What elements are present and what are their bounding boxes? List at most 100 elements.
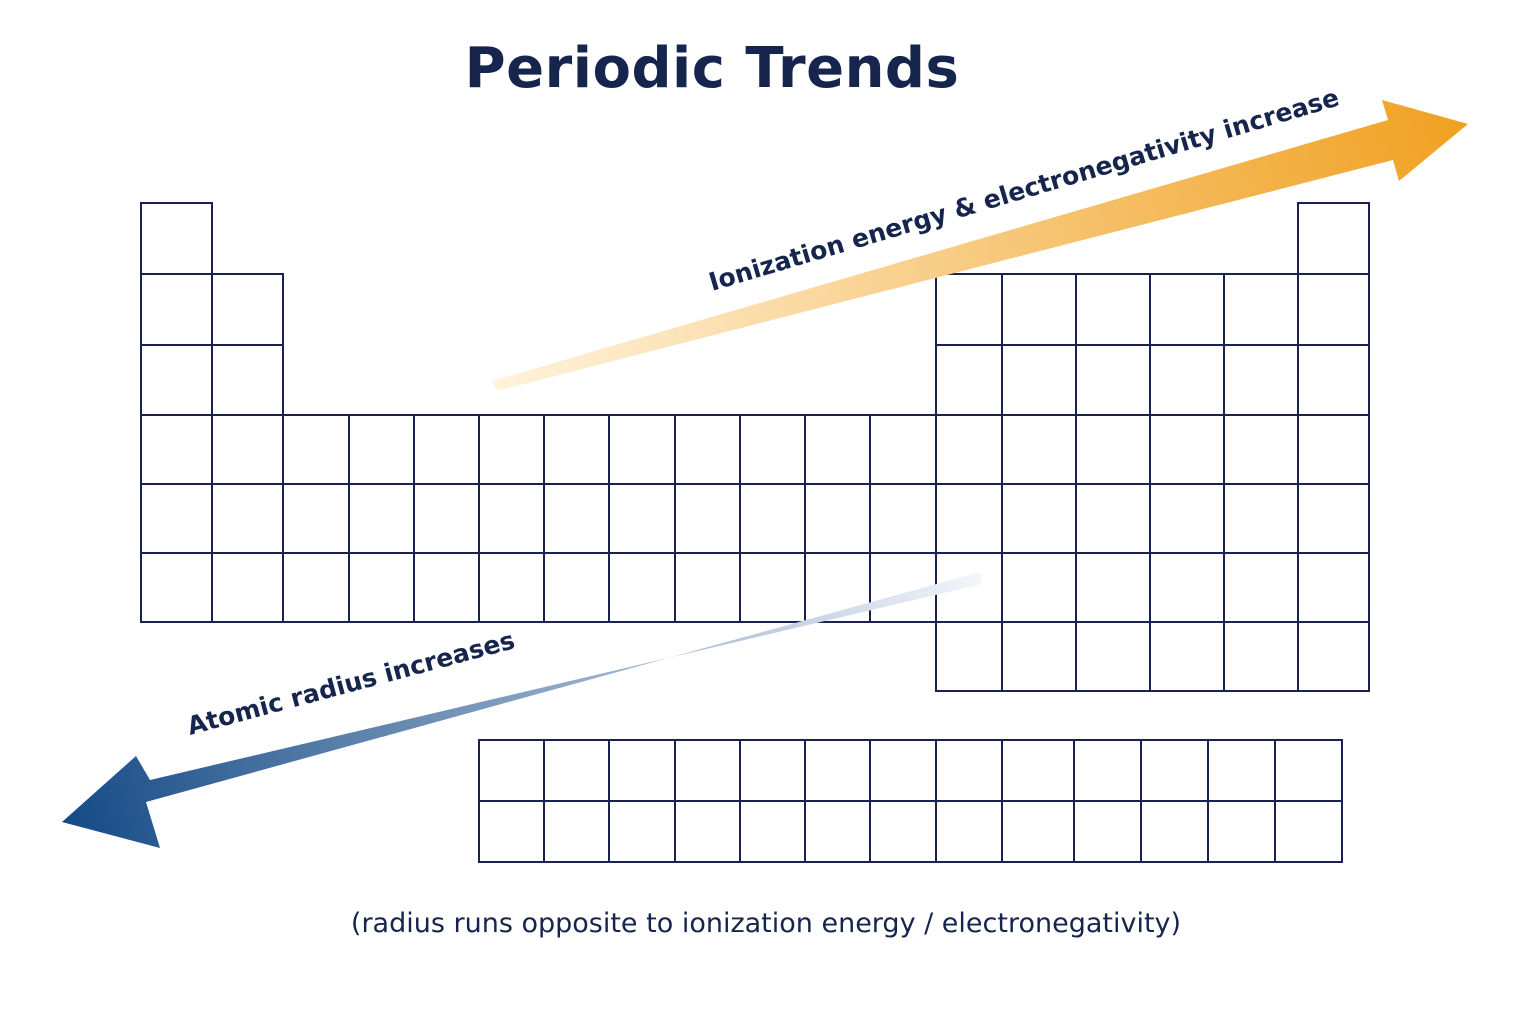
element-cell-p4-g2 (211, 414, 284, 485)
f-block-cell-r2-c6 (804, 800, 871, 863)
element-cell-p5-g4 (348, 483, 415, 554)
element-cell-p6-g9 (674, 552, 741, 623)
element-cell-p5-g1 (140, 483, 213, 554)
element-cell-p4-g18 (1297, 414, 1370, 485)
element-cell-p6-g8 (608, 552, 676, 623)
element-cell-p1-g18 (1297, 202, 1370, 275)
element-cell-p6-g17 (1223, 552, 1299, 623)
page-title: Periodic Trends (464, 36, 960, 101)
element-cell-p5-g5 (413, 483, 480, 554)
element-cell-p6-g5 (413, 552, 480, 623)
element-cell-p2-g16 (1149, 273, 1225, 346)
f-block-cell-r2-c4 (674, 800, 741, 863)
element-cell-p3-g14 (1001, 344, 1077, 416)
element-cell-p5-g8 (608, 483, 676, 554)
element-cell-p5-g11 (804, 483, 871, 554)
element-cell-p4-g6 (478, 414, 545, 485)
f-block-cell-r2-c7 (869, 800, 937, 863)
element-cell-p7-g13 (935, 621, 1003, 692)
element-cell-p6-g4 (348, 552, 415, 623)
element-cell-p4-g7 (543, 414, 610, 485)
element-cell-p7-g14 (1001, 621, 1077, 692)
element-cell-p6-g7 (543, 552, 610, 623)
element-cell-p6-g6 (478, 552, 545, 623)
element-cell-p2-g18 (1297, 273, 1370, 346)
element-cell-p6-g1 (140, 552, 213, 623)
element-cell-p4-g8 (608, 414, 676, 485)
element-cell-p2-g15 (1075, 273, 1151, 346)
element-cell-p4-g15 (1075, 414, 1151, 485)
ionization-trend-arrow (492, 100, 1468, 391)
element-cell-p5-g9 (674, 483, 741, 554)
element-cell-p3-g1 (140, 344, 213, 416)
element-cell-p3-g15 (1075, 344, 1151, 416)
element-cell-p5-g16 (1149, 483, 1225, 554)
element-cell-p5-g13 (935, 483, 1003, 554)
element-cell-p6-g3 (282, 552, 350, 623)
element-cell-p6-g15 (1075, 552, 1151, 623)
element-cell-p4-g14 (1001, 414, 1077, 485)
element-cell-p7-g15 (1075, 621, 1151, 692)
element-cell-p5-g2 (211, 483, 284, 554)
element-cell-p4-g16 (1149, 414, 1225, 485)
element-cell-p4-g10 (739, 414, 806, 485)
element-cell-p5-g6 (478, 483, 545, 554)
element-cell-p5-g3 (282, 483, 350, 554)
element-cell-p3-g16 (1149, 344, 1225, 416)
f-block-cell-r1-c5 (739, 739, 806, 802)
element-cell-p2-g1 (140, 273, 213, 346)
element-cell-p4-g3 (282, 414, 350, 485)
f-block-cell-r1-c1 (478, 739, 545, 802)
f-block-cell-r1-c9 (1001, 739, 1075, 802)
f-block-cell-r2-c12 (1207, 800, 1276, 863)
element-cell-p2-g17 (1223, 273, 1299, 346)
element-cell-p3-g13 (935, 344, 1003, 416)
radius-trend-label: Atomic radius increases (184, 625, 518, 740)
f-block-cell-r1-c13 (1274, 739, 1343, 802)
element-cell-p6-g18 (1297, 552, 1370, 623)
f-block-cell-r1-c6 (804, 739, 871, 802)
element-cell-p2-g13 (935, 273, 1003, 346)
f-block-cell-r2-c13 (1274, 800, 1343, 863)
element-cell-p6-g10 (739, 552, 806, 623)
element-cell-p5-g14 (1001, 483, 1077, 554)
element-cell-p4-g1 (140, 414, 213, 485)
element-cell-p7-g17 (1223, 621, 1299, 692)
element-cell-p4-g12 (869, 414, 937, 485)
element-cell-p5-g7 (543, 483, 610, 554)
element-cell-p5-g17 (1223, 483, 1299, 554)
element-cell-p4-g4 (348, 414, 415, 485)
element-cell-p5-g12 (869, 483, 937, 554)
element-cell-p1-g1 (140, 202, 213, 275)
f-block-cell-r2-c3 (608, 800, 676, 863)
element-cell-p3-g18 (1297, 344, 1370, 416)
f-block-cell-r2-c8 (935, 800, 1003, 863)
element-cell-p4-g5 (413, 414, 480, 485)
element-cell-p5-g18 (1297, 483, 1370, 554)
element-cell-p4-g11 (804, 414, 871, 485)
f-block-grid (478, 739, 1343, 863)
element-cell-p2-g2 (211, 273, 284, 346)
element-cell-p2-g14 (1001, 273, 1077, 346)
f-block-cell-r2-c5 (739, 800, 806, 863)
f-block-cell-r2-c2 (543, 800, 610, 863)
element-cell-p3-g17 (1223, 344, 1299, 416)
f-block-cell-r1-c12 (1207, 739, 1276, 802)
f-block-cell-r2-c1 (478, 800, 545, 863)
radius-trend-arrow (62, 572, 982, 848)
f-block-cell-r2-c9 (1001, 800, 1075, 863)
element-cell-p7-g18 (1297, 621, 1370, 692)
caption-note: (radius runs opposite to ionization ener… (350, 908, 1182, 939)
element-cell-p5-g10 (739, 483, 806, 554)
f-block-cell-r2-c11 (1140, 800, 1209, 863)
element-cell-p4-g9 (674, 414, 741, 485)
element-cell-p3-g2 (211, 344, 284, 416)
element-cell-p4-g17 (1223, 414, 1299, 485)
f-block-cell-r1-c11 (1140, 739, 1209, 802)
element-cell-p6-g14 (1001, 552, 1077, 623)
f-block-cell-r1-c10 (1073, 739, 1142, 802)
f-block-cell-r1-c4 (674, 739, 741, 802)
f-block-cell-r1-c2 (543, 739, 610, 802)
element-cell-p6-g16 (1149, 552, 1225, 623)
